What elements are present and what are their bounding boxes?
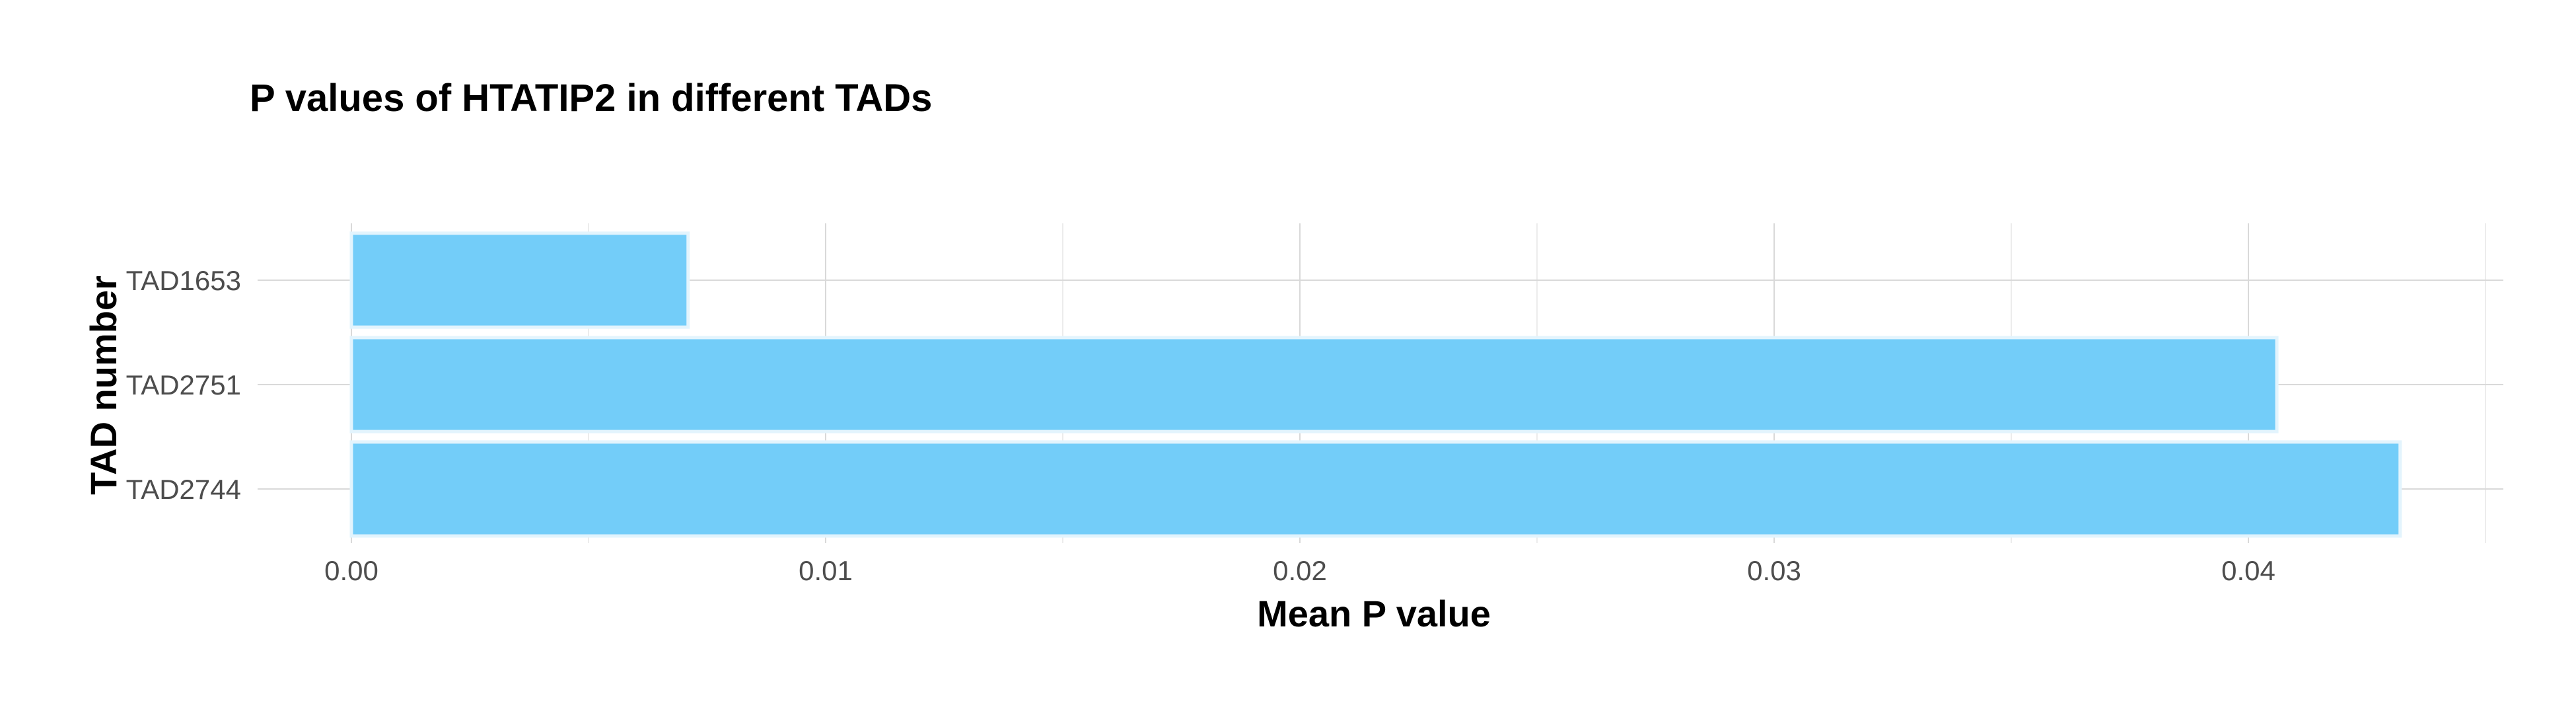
y-tick-label: TAD2751 <box>126 369 241 400</box>
chart-title: P values of HTATIP2 in different TADs <box>250 77 932 120</box>
x-tick-labels: 0.00 0.01 0.02 0.03 0.04 <box>324 555 2275 586</box>
x-axis-title: Mean P value <box>1257 593 1491 634</box>
x-tick-label: 0.04 <box>2221 555 2275 586</box>
x-tick-label: 0.01 <box>799 555 853 586</box>
x-tick-label: 0.03 <box>1747 555 1801 586</box>
bar-tad2751 <box>349 336 2279 433</box>
x-tick-label: 0.02 <box>1273 555 1327 586</box>
y-axis-title: TAD number <box>83 276 124 495</box>
y-tick-label: TAD1653 <box>126 265 241 296</box>
x-tick-label: 0.00 <box>324 555 378 586</box>
bars <box>349 231 2402 538</box>
y-tick-labels: TAD1653 TAD2751 TAD2744 <box>126 265 241 505</box>
bar-tad1653 <box>349 231 690 329</box>
y-tick-label: TAD2744 <box>126 474 241 505</box>
bar-tad2744 <box>349 440 2402 538</box>
